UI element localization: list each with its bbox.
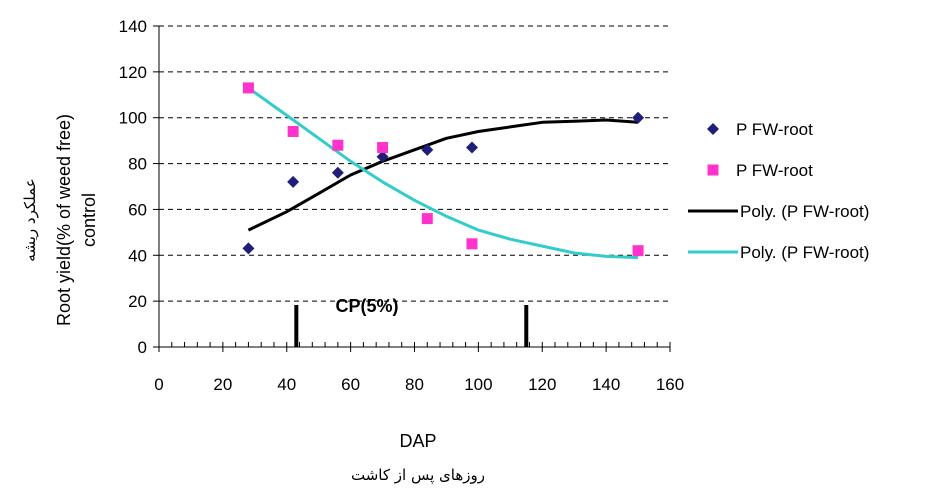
x-axis-title: DAP — [399, 431, 436, 451]
y-tick-label: 40 — [128, 246, 147, 265]
tick-labels: 0 20 40 60 80 100 120 140 0 20 40 60 80 100 120 140 160 — [119, 17, 685, 394]
y-tick-label: 140 — [119, 17, 147, 36]
y-tick-label: 60 — [128, 200, 147, 219]
x-tick-label: 120 — [528, 375, 556, 394]
trendlines — [247, 86, 639, 260]
cp-label: CP(5%) — [335, 296, 398, 316]
legend-label: Poly. (P FW-root) — [740, 243, 869, 262]
cp-annotation: CP(5%) — [294, 296, 529, 347]
y-axis-title-line1: Root yield(% of weed free) — [54, 114, 74, 326]
data-point-series-0 — [632, 111, 645, 124]
legend: P FW-root P FW-root Poly. (P FW-root) Poly.… — [688, 120, 869, 262]
data-point-series-0 — [376, 150, 389, 163]
y-tick-label: 0 — [138, 338, 147, 357]
x-tick-label: 160 — [656, 375, 684, 394]
data-point-series-1 — [332, 139, 344, 151]
data-point-series-1 — [377, 142, 389, 154]
x-tick-label: 60 — [341, 375, 360, 394]
x-tick-label: 100 — [464, 375, 492, 394]
axes — [153, 25, 671, 352]
grid — [159, 25, 670, 302]
data-point-series-0 — [331, 166, 344, 179]
x-tick-label: 20 — [213, 375, 232, 394]
x-tick-label: 0 — [154, 375, 163, 394]
data-point-series-1 — [287, 125, 299, 137]
data-point-series-1 — [632, 245, 644, 257]
y-axis-title-fa: عملکرد ریشه — [21, 178, 39, 261]
markers — [242, 82, 645, 257]
x-tick-label: 80 — [405, 375, 424, 394]
data-point-series-0 — [242, 242, 255, 255]
trendline-series-3 — [247, 86, 639, 260]
x-tick-label: 140 — [592, 375, 620, 394]
legend-label: P FW-root — [736, 120, 813, 139]
data-point-series-1 — [242, 82, 254, 94]
trendline-series-2 — [247, 118, 639, 232]
y-tick-label: 80 — [128, 155, 147, 174]
y-tick-label: 120 — [119, 63, 147, 82]
y-tick-label: 20 — [128, 292, 147, 311]
data-point-series-1 — [421, 213, 433, 225]
legend-label: P FW-root — [736, 161, 813, 180]
x-axis-title-fa: روزهای پس از کاشت — [351, 466, 485, 485]
y-axis-title-line2: control — [79, 193, 99, 247]
data-point-series-0 — [287, 175, 300, 188]
y-tick-label: 100 — [119, 109, 147, 128]
data-point-series-0 — [465, 141, 478, 154]
legend-marker — [707, 123, 719, 135]
data-point-series-1 — [466, 238, 478, 250]
x-tick-label: 40 — [277, 375, 296, 394]
legend-label: Poly. (P FW-root) — [740, 202, 869, 221]
data-point-series-0 — [421, 143, 434, 156]
legend-marker — [707, 164, 719, 176]
